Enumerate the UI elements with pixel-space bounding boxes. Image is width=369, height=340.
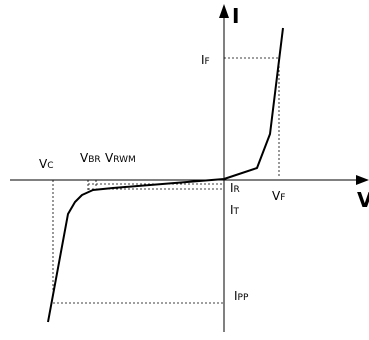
ir-label: IR [230, 181, 240, 195]
y-axis-label: I [232, 4, 239, 28]
vrwm-label: VRWM [105, 151, 136, 165]
guide-lines [52, 57, 280, 304]
y-axis-arrow [219, 4, 229, 18]
iv-curve [47, 27, 284, 323]
ipp-label: IPP [234, 289, 249, 303]
x-axis-arrow [356, 175, 369, 185]
vf-label: VF [272, 189, 285, 203]
vc-label: VC [39, 157, 54, 171]
x-axis-label: V [357, 188, 369, 212]
if-label: IF [201, 53, 210, 67]
it-label: IT [230, 203, 240, 217]
vbr-label: VBR [80, 151, 101, 165]
